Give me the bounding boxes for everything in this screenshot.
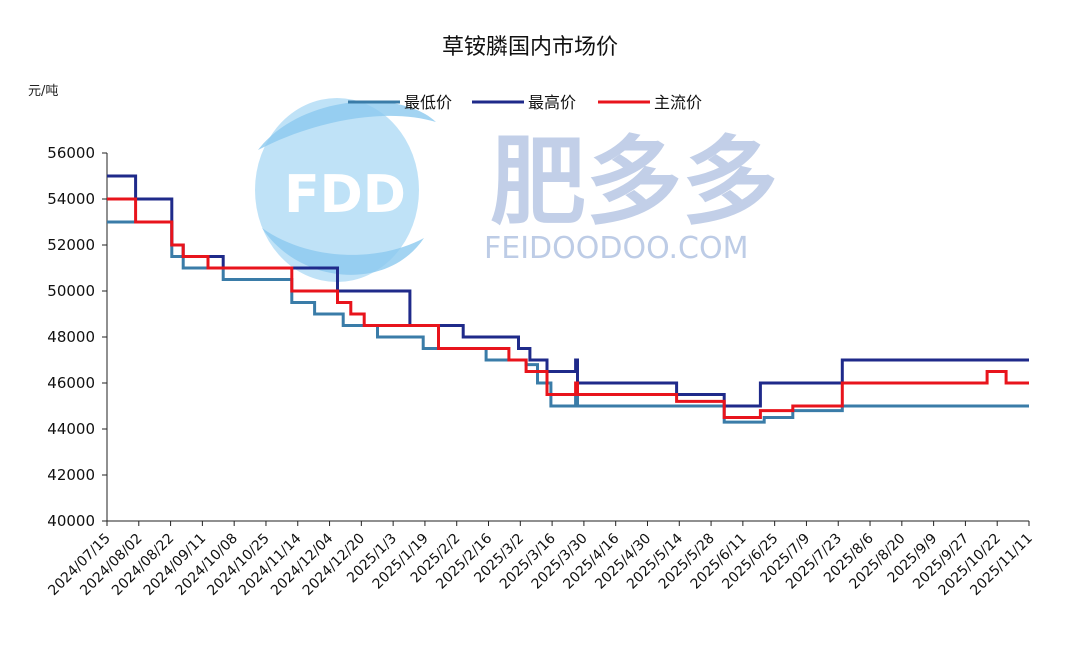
y-tick-label: 50000 (47, 282, 95, 300)
y-tick-labels: 40000 42000 44000 46000 48000 50000 52000 54000… (47, 144, 107, 530)
y-axis-unit-label: 元/吨 (28, 84, 58, 99)
y-tick-label: 46000 (47, 374, 95, 392)
y-tick-label: 40000 (47, 512, 95, 530)
y-tick-label: 54000 (47, 190, 95, 208)
logo-swoosh-bottom (262, 228, 424, 275)
y-tick-label: 52000 (47, 236, 95, 254)
y-tick-label: 56000 (47, 144, 95, 162)
logo-bubble (255, 98, 419, 282)
legend-label-1: 最低价 (404, 93, 452, 112)
y-tick-label: 48000 (47, 328, 95, 346)
brand-cn-text: 肥多多 (490, 126, 778, 238)
series-line-1 (107, 220, 1029, 424)
y-tick-label: 44000 (47, 420, 95, 438)
y-tick-label: 42000 (47, 466, 95, 484)
legend-label-3: 主流价 (654, 93, 702, 112)
fdd-logo-icon: FDD (255, 98, 436, 282)
chart-title: 草铵膦国内市场价 (442, 35, 618, 60)
legend-label-2: 最高价 (528, 93, 576, 112)
series-line-3 (107, 197, 1029, 419)
logo-text: FDD (284, 165, 406, 225)
legend: 最低价 最高价 主流价 (348, 93, 702, 112)
logo-swoosh-top (258, 101, 436, 150)
series-lines (107, 174, 1029, 424)
watermark: FDD 肥多多 FEIDOODOO.COM (255, 98, 778, 282)
x-tick-labels: 2024/07/152024/08/022024/08/222024/09/11… (45, 521, 1036, 599)
brand-url-text: FEIDOODOO.COM (484, 231, 748, 266)
